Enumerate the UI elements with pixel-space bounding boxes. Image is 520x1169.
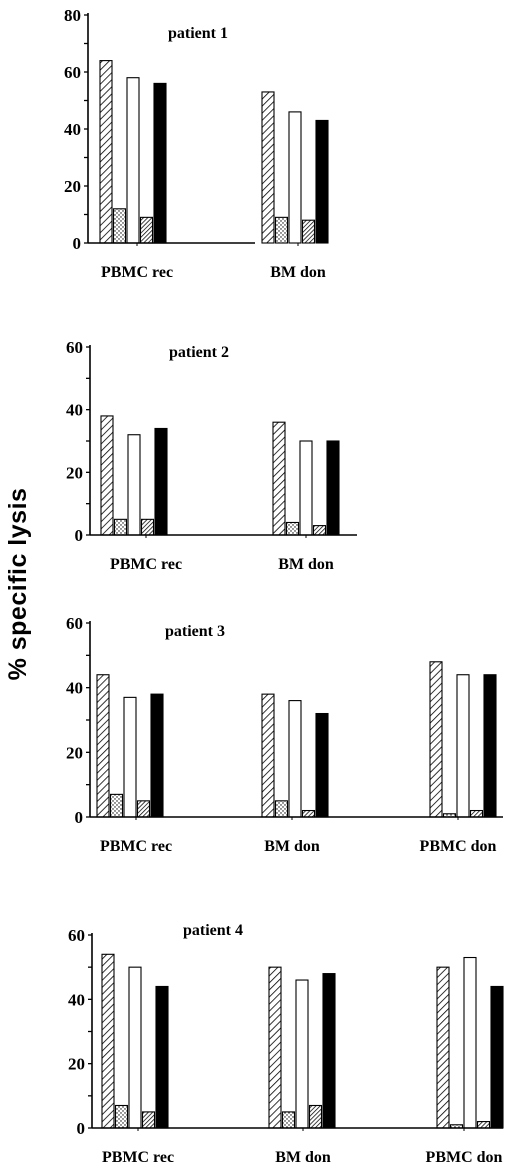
bar-pbmc-rec-3 [126, 77, 140, 244]
chart-panel-1: 0 20 40 60 80 PBMC rec BM don patient 1 [64, 6, 329, 281]
y-tick-label: 60 [66, 614, 83, 633]
chart-panel-2: 0 20 40 60 PBMC rec BM don patient 2 [66, 338, 357, 573]
bar-pbmc-rec-1 [101, 953, 115, 1129]
bar-pbmc-don-3 [456, 674, 470, 818]
x-category-label: PBMC don [426, 1149, 503, 1166]
chart-title: patient 2 [169, 344, 229, 361]
y-tick-label: 60 [64, 63, 81, 82]
bar-pbmc-rec-3 [123, 696, 137, 818]
bar-pbmc-rec-1 [96, 674, 110, 818]
bar-bm-don-3 [295, 979, 309, 1129]
bar-bm-don-5 [322, 973, 336, 1129]
bar-pbmc-rec-2 [109, 793, 124, 818]
bar-bm-don-4 [308, 1104, 323, 1129]
x-category-label: BM don [275, 1149, 331, 1166]
chart-panel-3: 0 20 40 60 PBMC rec BM don PBMC don patient 3 [66, 614, 503, 855]
bar-bm-don-3 [299, 440, 313, 536]
bar-pbmc-rec-5 [153, 82, 167, 244]
bar-bm-don-5 [315, 119, 329, 244]
bar-pbmc-rec-1 [100, 415, 114, 536]
bar-pbmc-don-5 [483, 674, 497, 818]
bar-bm-don-4 [301, 219, 316, 244]
x-category-label: PBMC rec [100, 838, 172, 855]
bar-pbmc-rec-5 [154, 427, 168, 536]
bar-pbmc-don-5 [490, 985, 504, 1129]
y-tick-label: 60 [68, 926, 85, 945]
bar-bm-don-4 [312, 525, 327, 536]
chart-panel-4: 0 20 40 60 PBMC rec BM don PBMC don patient 4 [68, 922, 504, 1166]
x-category-label: PBMC rec [101, 264, 173, 281]
bar-bm-don-2 [274, 216, 289, 244]
y-tick-label: 0 [77, 1119, 86, 1138]
y-tick-label: 20 [68, 1055, 85, 1074]
bar-bm-don-2 [285, 521, 300, 536]
bar-pbmc-don-1 [429, 661, 443, 818]
bar-bm-don-2 [274, 800, 289, 818]
bar-pbmc-rec-2 [113, 518, 128, 536]
x-category-label: BM don [270, 264, 326, 281]
y-tick-label: 40 [68, 990, 85, 1009]
bar-bm-don-3 [288, 700, 302, 818]
bar-pbmc-rec-1 [99, 60, 113, 244]
x-category-label: BM don [278, 556, 334, 573]
bar-pbmc-don-1 [436, 966, 450, 1129]
x-category-label: PBMC rec [102, 1149, 174, 1166]
bar-pbmc-rec-2 [112, 208, 127, 244]
bar-bm-don-2 [281, 1111, 296, 1129]
x-category-label: PBMC rec [110, 556, 182, 573]
x-category-label: PBMC don [420, 838, 497, 855]
y-tick-label: 40 [66, 401, 83, 420]
bar-bm-don-1 [261, 91, 275, 244]
bar-pbmc-don-4 [469, 809, 484, 818]
bar-bm-don-1 [272, 421, 286, 536]
chart-title: patient 4 [183, 922, 243, 939]
bar-pbmc-don-3 [463, 956, 477, 1129]
bar-pbmc-rec-4 [140, 518, 155, 536]
bar-pbmc-don-4 [476, 1121, 491, 1129]
bar-pbmc-rec-4 [141, 1111, 156, 1129]
bar-pbmc-rec-2 [114, 1104, 129, 1129]
y-tick-label: 0 [75, 808, 84, 827]
y-tick-label: 80 [64, 6, 81, 25]
y-tick-label: 20 [64, 177, 81, 196]
bar-bm-don-5 [315, 712, 329, 818]
x-category-label: BM don [264, 838, 320, 855]
chart-title: patient 3 [165, 623, 225, 640]
bar-bm-don-1 [268, 966, 282, 1129]
bar-bm-don-1 [261, 693, 275, 818]
bar-pbmc-rec-5 [150, 693, 164, 818]
y-tick-label: 20 [66, 463, 83, 482]
bar-bm-don-3 [288, 111, 302, 244]
chart-title: patient 1 [168, 25, 228, 42]
bar-bm-don-4 [301, 809, 316, 818]
bar-pbmc-rec-3 [127, 434, 141, 536]
bar-pbmc-rec-5 [155, 985, 169, 1129]
y-tick-label: 20 [66, 743, 83, 762]
y-tick-label: 0 [75, 526, 84, 545]
bar-pbmc-rec-3 [128, 966, 142, 1129]
bar-pbmc-rec-4 [136, 800, 151, 818]
y-tick-label: 60 [66, 338, 83, 357]
y-tick-label: 0 [73, 234, 82, 253]
bar-pbmc-rec-4 [139, 216, 154, 244]
y-tick-label: 40 [64, 120, 81, 139]
bar-bm-don-5 [326, 440, 340, 536]
y-tick-label: 40 [66, 679, 83, 698]
